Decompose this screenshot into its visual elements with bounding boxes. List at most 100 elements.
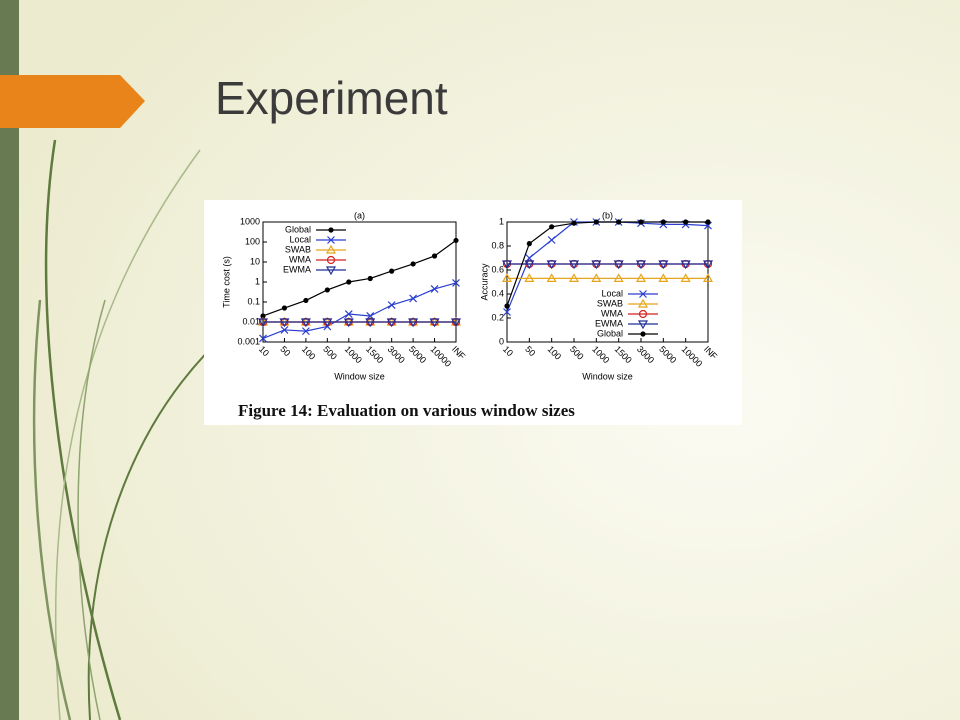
legend-label: Local xyxy=(601,288,623,298)
point xyxy=(683,219,689,225)
y-tick-label: 1 xyxy=(499,216,504,226)
point xyxy=(365,318,376,328)
point xyxy=(453,237,459,244)
point xyxy=(526,241,532,247)
figure-panel xyxy=(204,200,742,425)
y-axis-label: Accuracy xyxy=(479,263,489,301)
point xyxy=(637,320,649,330)
point xyxy=(549,224,555,230)
series-line xyxy=(506,221,708,307)
point xyxy=(640,331,646,337)
point xyxy=(450,318,462,328)
point xyxy=(300,318,311,328)
point xyxy=(613,260,624,270)
point xyxy=(279,318,290,328)
point xyxy=(524,260,535,270)
point xyxy=(658,260,669,270)
point xyxy=(616,219,622,225)
point xyxy=(257,318,269,328)
point xyxy=(547,236,556,244)
point xyxy=(501,260,513,270)
point xyxy=(429,318,440,328)
point xyxy=(546,273,557,282)
point xyxy=(702,260,714,270)
point xyxy=(328,227,334,233)
point xyxy=(452,278,460,287)
legend-label: SWAB xyxy=(285,244,311,254)
point xyxy=(280,326,289,334)
y-tick-label: 100 xyxy=(245,236,260,246)
grass-decoration xyxy=(32,139,231,720)
legend-label: Local xyxy=(289,234,311,244)
legend-label: WMA xyxy=(601,308,623,318)
slide-title: Experiment xyxy=(215,72,448,124)
point xyxy=(680,273,691,282)
point xyxy=(366,312,375,320)
title-arrow xyxy=(0,75,145,128)
point xyxy=(639,290,647,298)
point xyxy=(303,297,309,304)
point xyxy=(658,273,669,282)
series-line xyxy=(262,282,457,340)
point xyxy=(568,273,580,282)
point xyxy=(431,253,438,259)
y-tick-label: 0.6 xyxy=(491,264,504,274)
legend-label: WMA xyxy=(289,254,311,264)
point xyxy=(367,275,373,282)
point xyxy=(635,260,647,270)
point xyxy=(344,310,353,318)
point xyxy=(327,236,335,244)
point xyxy=(386,318,397,328)
point xyxy=(325,244,337,254)
y-tick-label: 0.2 xyxy=(491,312,504,322)
y-tick-label: 0.1 xyxy=(247,296,260,306)
point xyxy=(525,254,534,262)
point xyxy=(704,221,712,230)
y-tick-label: 0 xyxy=(499,336,504,346)
point xyxy=(325,266,337,276)
x-axis-label: Window size xyxy=(334,371,385,381)
point xyxy=(660,219,666,225)
point xyxy=(301,327,310,336)
point xyxy=(409,294,418,303)
series-line xyxy=(262,239,457,317)
left-bar xyxy=(0,0,19,720)
point xyxy=(281,305,288,311)
point xyxy=(637,298,649,308)
point xyxy=(705,219,711,225)
point xyxy=(638,309,648,319)
point xyxy=(591,273,602,282)
point xyxy=(343,318,354,328)
point xyxy=(568,260,580,270)
point xyxy=(259,334,267,343)
point xyxy=(346,279,352,285)
point xyxy=(593,219,599,225)
legend-label: Global xyxy=(285,224,311,234)
legend-label: EWMA xyxy=(595,318,623,328)
y-tick-label: 0.4 xyxy=(491,288,504,298)
point xyxy=(503,308,511,316)
point xyxy=(571,220,577,226)
legend-label: Global xyxy=(597,328,623,338)
y-axis-label: Time cost (s) xyxy=(221,256,231,308)
point xyxy=(324,287,330,293)
point xyxy=(389,268,395,274)
point xyxy=(638,219,644,225)
point xyxy=(408,318,419,328)
y-tick-label: 0.8 xyxy=(491,240,504,250)
y-tick-label: 0.01 xyxy=(242,316,260,326)
figure-caption: Figure 14: Evaluation on various window … xyxy=(238,401,575,420)
point xyxy=(504,303,510,309)
legend-label: SWAB xyxy=(597,298,623,308)
point xyxy=(387,301,396,310)
x-axis-label: Window size xyxy=(582,371,633,381)
chart-title: (b) xyxy=(602,210,613,220)
legend-label: EWMA xyxy=(283,264,311,274)
point xyxy=(410,261,416,267)
point xyxy=(524,273,535,282)
y-tick-label: 1 xyxy=(255,276,260,286)
point xyxy=(613,273,624,282)
point xyxy=(591,260,602,270)
point xyxy=(326,255,336,265)
